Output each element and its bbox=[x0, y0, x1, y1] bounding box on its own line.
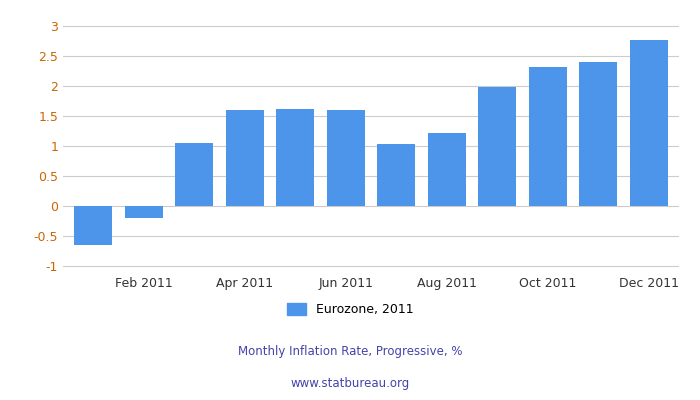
Bar bbox=[276, 109, 314, 206]
Bar bbox=[377, 144, 415, 206]
Text: Monthly Inflation Rate, Progressive, %: Monthly Inflation Rate, Progressive, % bbox=[238, 346, 462, 358]
Text: www.statbureau.org: www.statbureau.org bbox=[290, 378, 410, 390]
Bar bbox=[528, 67, 567, 206]
Bar bbox=[175, 143, 214, 206]
Bar bbox=[327, 110, 365, 206]
Bar bbox=[125, 206, 162, 218]
Bar bbox=[580, 62, 617, 206]
Legend: Eurozone, 2011: Eurozone, 2011 bbox=[282, 298, 418, 321]
Bar bbox=[74, 206, 112, 245]
Bar bbox=[428, 133, 466, 206]
Bar bbox=[630, 40, 668, 206]
Bar bbox=[226, 110, 264, 206]
Bar bbox=[478, 87, 516, 206]
